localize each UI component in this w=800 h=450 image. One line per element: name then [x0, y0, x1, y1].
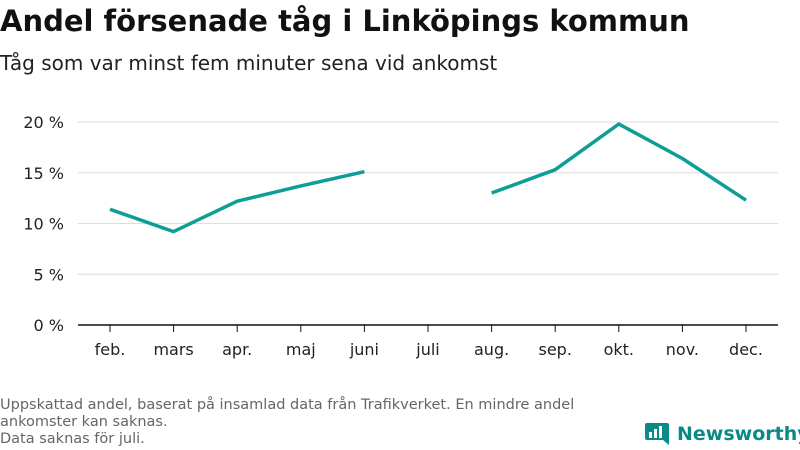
- chart-title: Andel försenade tåg i Linköpings kommun: [0, 4, 690, 38]
- line-chart: 0 % 5 % 10 % 15 % 20 % feb. mars apr. maj juni ju…: [23, 113, 778, 359]
- x-tick-label: nov.: [666, 340, 699, 359]
- x-tick-label: aug.: [474, 340, 509, 359]
- x-tick-label: mars: [153, 340, 193, 359]
- series-line-segment: [109, 169, 365, 234]
- footnote-source: Uppskattad andel, baserat på insamlad da…: [0, 397, 575, 430]
- x-tick-label: juni: [349, 340, 379, 359]
- series-line-group: [109, 122, 747, 234]
- y-tick-label: 0 %: [34, 316, 64, 335]
- y-tick-label: 5 %: [34, 265, 64, 284]
- footnote-missing-data: Data saknas för juli.: [0, 431, 145, 447]
- y-tick-label: 20 %: [23, 113, 64, 132]
- x-tick-labels: feb. mars apr. maj juni juli aug. sep. okt. nov. d…: [95, 340, 763, 359]
- x-tick-label: dec.: [729, 340, 763, 359]
- y-tick-labels: 0 % 5 % 10 % 15 % 20 %: [23, 113, 64, 335]
- gridlines: [78, 121, 778, 275]
- x-tick-label: feb.: [95, 340, 126, 359]
- chart-subtitle: Tåg som var minst fem minuter sena vid a…: [0, 51, 498, 75]
- newsworthy-logo[interactable]: Newsworthy: [644, 420, 800, 448]
- x-tick-label: maj: [286, 340, 316, 359]
- x-tick-label: sep.: [538, 340, 571, 359]
- y-tick-label: 10 %: [23, 215, 64, 234]
- x-tick-label: juli: [415, 340, 439, 359]
- x-axis: [78, 324, 778, 332]
- x-tick-label: apr.: [222, 340, 252, 359]
- footnote: Uppskattad andel, baserat på insamlad da…: [0, 397, 640, 448]
- y-tick-label: 15 %: [23, 164, 64, 183]
- bar-chart-logo-icon: [645, 423, 669, 445]
- x-tick-label: okt.: [604, 340, 634, 359]
- series-line-segment: [490, 122, 747, 202]
- logo-text: Newsworthy: [677, 423, 800, 445]
